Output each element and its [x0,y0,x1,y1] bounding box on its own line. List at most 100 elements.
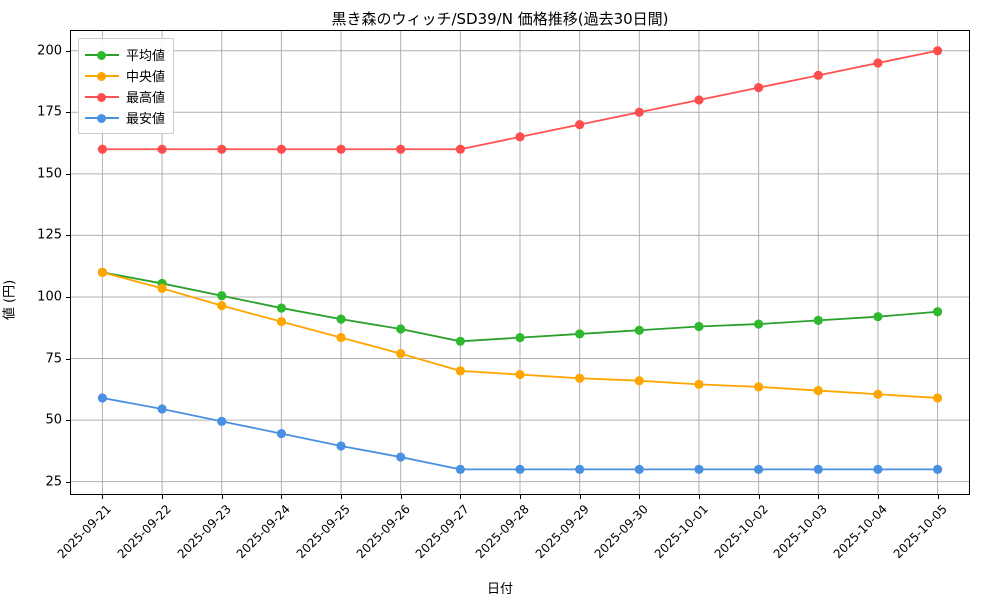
x-tick-mark [698,495,700,499]
plot-area [70,30,970,495]
legend-swatch-icon [85,111,119,125]
data-point [97,393,108,403]
data-point [217,291,227,301]
data-point [276,429,286,439]
x-tick-label: 2025-10-03 [770,502,831,562]
x-tick-mark [221,495,223,499]
data-point [217,416,227,426]
data-point [575,464,585,474]
legend-swatch-icon [85,69,119,83]
data-point [754,464,764,474]
x-tick-mark [281,495,283,499]
x-tick-mark [341,495,343,499]
data-point [634,107,644,117]
data-point [694,379,704,390]
legend-item-3: 最安値 [85,107,165,128]
data-point [157,144,167,154]
data-point [634,325,644,335]
data-point [217,300,227,311]
y-tick-label: 175 [37,104,62,120]
data-point [455,336,465,346]
x-tick-mark [460,495,462,499]
y-tick-mark [66,50,70,52]
y-tick-label: 100 [37,289,62,305]
data-point [396,452,406,462]
data-point [217,144,227,154]
data-point [575,329,585,339]
data-point [97,267,108,277]
data-point [932,46,943,56]
y-tick-mark [66,296,70,298]
chart-legend: 平均値中央値 最高値最安値 [78,38,175,134]
x-tick-mark [758,495,760,499]
y-tick-label: 125 [37,227,62,243]
x-tick-mark [937,495,939,499]
x-tick-mark [102,495,104,499]
data-point [455,366,465,376]
y-tick-mark [66,173,70,175]
x-tick-label: 2025-09-21 [55,502,115,562]
data-point [932,393,943,403]
data-point [515,132,525,142]
x-tick-label: 2025-09-29 [532,502,592,562]
x-tick-label: 2025-09-23 [174,502,234,562]
data-point [455,464,465,474]
data-point [157,404,167,414]
data-point [336,314,346,324]
data-point [515,333,525,343]
data-point [336,144,346,154]
x-tick-label: 2025-10-04 [830,502,890,562]
data-point [575,119,585,130]
legend-item-1: 中央値 [85,65,165,86]
data-point [754,382,764,392]
data-point [157,283,167,293]
data-point [396,349,406,359]
data-point [813,464,823,474]
y-tick-label: 200 [37,43,62,59]
data-point [276,317,286,327]
x-tick-label: 2025-09-26 [353,502,413,562]
data-point [754,83,764,93]
x-tick-mark [877,495,879,499]
chart-title: 黒き森のウィッチ/SD39/N 価格推移(過去30日間) [331,10,669,28]
data-point [813,385,823,396]
x-tick-label: 2025-09-27 [413,502,473,562]
data-point [873,389,883,399]
x-tick-label: 2025-09-30 [591,502,652,562]
x-tick-mark [579,495,581,499]
x-tick-mark [520,495,521,499]
x-tick-label: 2025-10-01 [651,502,711,562]
data-point [97,144,108,154]
legend-item-2: 最高値 [85,86,165,107]
data-point [276,144,286,154]
data-point [873,58,883,68]
legend-item-0: 平均値 [85,44,165,65]
y-axis-label: 値 (円) [2,279,18,321]
y-tick-mark [66,420,70,422]
data-point [932,464,943,474]
y-tick-label: 75 [45,351,62,367]
data-point [515,464,525,474]
data-point [575,373,585,383]
data-point [396,324,406,334]
data-point [873,464,883,474]
legend-label: 最安値 [126,112,166,127]
y-tick-mark [66,481,70,483]
x-tick-mark [162,495,164,499]
data-point [754,319,764,329]
x-tick-label: 2025-09-22 [114,502,174,562]
data-point [694,95,704,105]
data-point [396,144,406,154]
data-point [336,333,346,343]
data-point [455,144,465,154]
data-point [336,441,346,451]
x-tick-label: 2025-09-25 [293,502,353,562]
legend-label: 中央値 [126,70,166,85]
x-tick-label: 2025-10-02 [711,502,771,562]
y-tick-label: 50 [45,412,62,428]
x-axis-label: 日付 [486,582,513,597]
data-point [515,369,525,380]
y-tick-label: 150 [37,166,62,182]
y-tick-mark [66,358,70,360]
